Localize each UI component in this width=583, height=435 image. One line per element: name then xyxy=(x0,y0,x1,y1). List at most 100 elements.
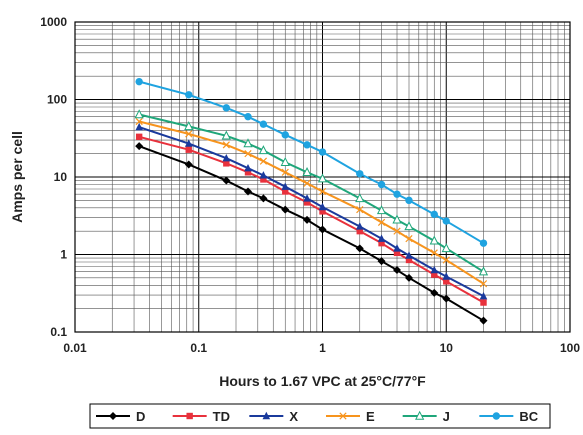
data-point-x xyxy=(377,234,386,242)
data-point-j xyxy=(355,193,365,203)
y-tick-label: 100 xyxy=(47,93,67,107)
data-point-j xyxy=(184,121,194,131)
y-axis-label: Amps per cell xyxy=(9,131,25,223)
data-point-bc xyxy=(318,148,327,156)
data-point-d xyxy=(303,215,312,224)
data-point-d xyxy=(430,288,439,297)
data-point-j xyxy=(258,145,269,155)
data-point-j xyxy=(134,109,144,119)
data-point-bc xyxy=(135,77,143,86)
data-point-td xyxy=(378,239,385,247)
data-point-bc xyxy=(222,104,231,112)
data-point-x xyxy=(442,272,451,280)
data-point-e xyxy=(222,141,230,149)
legend-label-d: D xyxy=(136,409,145,424)
data-point-td xyxy=(282,188,289,195)
series-line-d xyxy=(138,145,485,322)
data-point-j xyxy=(441,243,451,253)
data-point-td xyxy=(393,249,401,257)
data-point-e xyxy=(259,157,268,165)
legend-marker-e xyxy=(339,412,347,420)
data-point-e xyxy=(185,130,193,138)
series-layer xyxy=(134,77,489,325)
data-point-e xyxy=(135,117,143,126)
data-point-bc xyxy=(479,239,488,247)
x-tick-label: 10 xyxy=(440,341,454,355)
data-point-e xyxy=(281,168,289,176)
legend-item-bc: BC xyxy=(479,409,539,424)
data-point-j xyxy=(392,214,402,224)
data-point-x xyxy=(355,222,364,230)
data-point-x xyxy=(318,202,327,211)
x-axis-label: Hours to 1.67 VPC at 25°C/77°F xyxy=(219,373,426,389)
data-point-td xyxy=(431,271,438,278)
legend-label-td: TD xyxy=(213,409,230,424)
data-point-td xyxy=(260,176,267,183)
x-tick-label: 0.01 xyxy=(63,341,87,355)
data-point-e xyxy=(318,187,327,196)
legend-label-e: E xyxy=(366,409,375,424)
data-point-bc xyxy=(244,112,252,121)
y-tick-labels: 0.1 1 10 100 1000 xyxy=(40,15,67,339)
data-point-d xyxy=(243,187,252,196)
series-x xyxy=(135,122,488,300)
data-point-td xyxy=(303,199,311,206)
data-point-bc xyxy=(430,210,438,219)
legend-marker-d xyxy=(109,412,117,420)
data-point-x xyxy=(244,163,252,172)
data-point-d xyxy=(442,294,451,303)
data-point-j xyxy=(404,221,414,231)
x-tick-label: 100 xyxy=(560,341,580,355)
data-point-d xyxy=(479,316,488,325)
legend-item-x: X xyxy=(249,409,298,424)
series-line-bc xyxy=(138,80,485,245)
data-point-j xyxy=(478,266,489,276)
data-point-bc xyxy=(356,170,364,178)
data-point-j xyxy=(243,138,253,148)
data-point-e xyxy=(303,179,311,187)
data-point-bc xyxy=(442,217,450,225)
data-point-x xyxy=(222,153,231,162)
data-point-e xyxy=(244,150,252,158)
legend-label-x: X xyxy=(289,409,298,424)
series-line-j xyxy=(138,113,485,273)
data-point-j xyxy=(376,205,387,215)
data-point-td xyxy=(244,169,252,176)
legend-marker-td xyxy=(186,412,193,420)
data-point-x xyxy=(303,194,311,202)
legend-marker-x xyxy=(262,411,271,420)
legend-label-j: J xyxy=(443,409,450,424)
data-point-j xyxy=(280,156,290,166)
data-point-x xyxy=(184,139,193,147)
legend: D TD X E J BC xyxy=(89,403,551,429)
data-point-td xyxy=(223,160,230,167)
data-point-bc xyxy=(259,120,268,128)
data-point-e xyxy=(405,235,413,243)
data-point-j xyxy=(429,235,439,245)
data-point-e xyxy=(479,280,488,288)
data-point-j xyxy=(302,167,312,176)
data-point-d xyxy=(318,225,327,234)
data-point-td xyxy=(443,278,450,285)
data-point-x xyxy=(405,251,413,259)
legend-marker-bc xyxy=(492,412,501,420)
data-point-td xyxy=(319,208,326,215)
data-point-x xyxy=(259,171,268,179)
data-point-x xyxy=(430,265,439,274)
series-bc xyxy=(135,77,488,247)
y-tick-label: 1000 xyxy=(40,15,67,29)
data-point-e xyxy=(393,227,401,235)
data-point-bc xyxy=(405,196,413,205)
data-point-bc xyxy=(393,190,401,198)
legend-item-td: TD xyxy=(172,409,230,424)
data-point-d xyxy=(184,160,193,169)
x-tick-label: 1 xyxy=(319,341,326,355)
series-d xyxy=(135,142,488,325)
data-point-td xyxy=(135,133,143,141)
data-point-td xyxy=(356,227,363,235)
data-point-d xyxy=(259,194,268,203)
y-tick-label: 0.1 xyxy=(50,325,67,339)
data-point-j xyxy=(317,173,328,183)
series-j xyxy=(134,109,489,276)
